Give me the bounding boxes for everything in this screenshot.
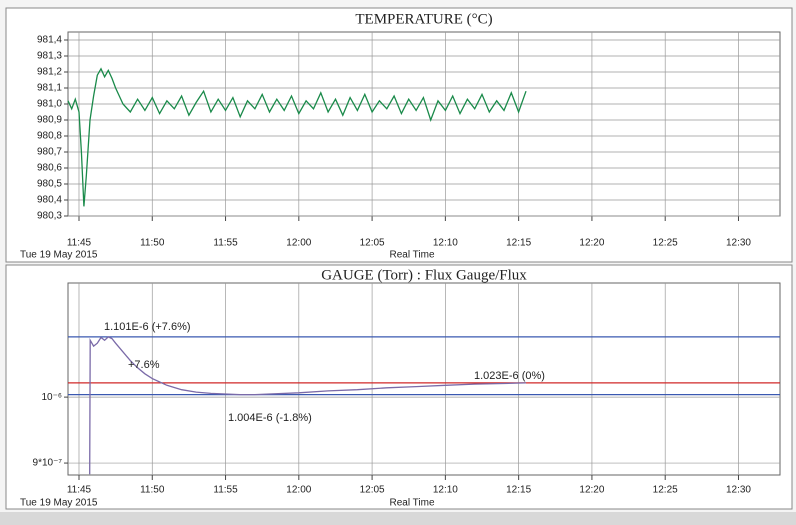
x-tick-label: 11:55 xyxy=(213,238,238,249)
status-bar xyxy=(0,512,796,525)
x-tick-label: 11:50 xyxy=(140,238,165,249)
x-tick-label: 12:00 xyxy=(286,485,311,496)
x-tick-label: 12:25 xyxy=(653,485,678,496)
date-label: Tue 19 May 2015 xyxy=(20,250,98,261)
y-tick-label: 980,5 xyxy=(37,179,62,190)
y-tick-label: 980,7 xyxy=(37,147,62,158)
x-tick-label: 12:20 xyxy=(579,238,604,249)
y-tick-label: 981,0 xyxy=(37,99,62,110)
y-tick-label: 980,3 xyxy=(37,211,62,222)
x-tick-label: 12:30 xyxy=(726,485,751,496)
y-tick-label: 980,8 xyxy=(37,131,62,142)
y-tick-label: 10⁻⁶ xyxy=(41,392,62,403)
x-axis-label: Real Time xyxy=(389,250,434,261)
data-line xyxy=(67,67,527,207)
x-tick-label: 12:05 xyxy=(360,485,385,496)
x-tick-label: 12:15 xyxy=(506,238,531,249)
x-tick-label: 12:15 xyxy=(506,485,531,496)
y-tick-label: 9*10⁻⁷ xyxy=(33,458,63,469)
x-tick-label: 12:00 xyxy=(286,238,311,249)
chart-title: GAUGE (Torr) : Flux Gauge/Flux xyxy=(321,267,527,283)
x-tick-label: 12:10 xyxy=(433,485,458,496)
plot-area xyxy=(67,31,781,217)
x-tick-label: 12:20 xyxy=(579,485,604,496)
annotation: 1.101E-6 (+7.6%) xyxy=(104,321,191,333)
y-tick-label: 981,2 xyxy=(37,67,62,78)
x-tick-label: 12:10 xyxy=(433,238,458,249)
x-tick-label: 12:05 xyxy=(360,238,385,249)
plot-area xyxy=(67,282,781,476)
annotation: +7.6% xyxy=(128,359,160,371)
data-line xyxy=(89,336,527,475)
x-tick-label: 11:50 xyxy=(140,485,165,496)
date-label: Tue 19 May 2015 xyxy=(20,498,98,509)
y-tick-label: 980,6 xyxy=(37,163,62,174)
x-tick-label: 12:30 xyxy=(726,238,751,249)
y-tick-label: 980,4 xyxy=(37,195,62,206)
annotation: 1.004E-6 (-1.8%) xyxy=(228,412,312,424)
y-tick-label: 981,4 xyxy=(37,35,62,46)
x-tick-label: 12:25 xyxy=(653,238,678,249)
y-tick-label: 981,1 xyxy=(37,83,62,94)
x-tick-label: 11:45 xyxy=(67,485,92,496)
chart-title: TEMPERATURE (°C) xyxy=(355,11,492,27)
x-tick-label: 11:45 xyxy=(67,238,92,249)
x-tick-label: 11:55 xyxy=(213,485,238,496)
annotation: 1.023E-6 (0%) xyxy=(474,370,545,382)
y-tick-label: 980,9 xyxy=(37,115,62,126)
y-tick-label: 981,3 xyxy=(37,51,62,62)
x-axis-label: Real Time xyxy=(389,498,434,509)
